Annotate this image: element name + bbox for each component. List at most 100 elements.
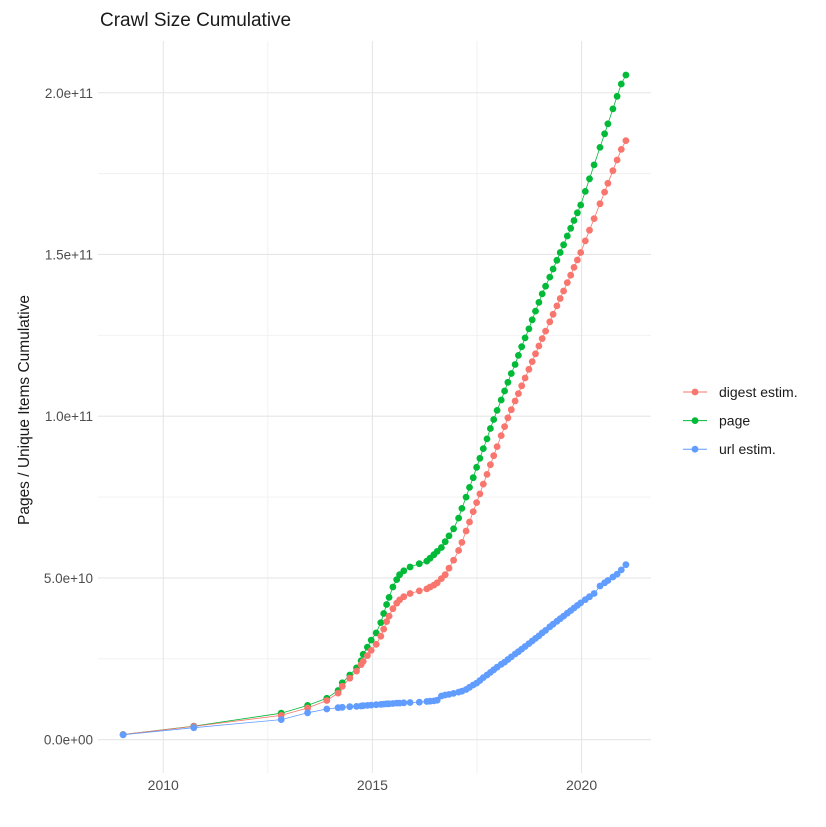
data-point bbox=[563, 279, 571, 286]
data-point bbox=[507, 406, 515, 414]
data-point bbox=[406, 563, 414, 571]
data-point bbox=[590, 215, 598, 223]
legend-key-dot bbox=[691, 445, 699, 453]
data-point bbox=[622, 137, 630, 145]
data-point bbox=[406, 699, 414, 706]
data-point bbox=[377, 632, 385, 640]
data-point bbox=[577, 201, 585, 209]
data-point bbox=[609, 167, 617, 175]
data-point bbox=[323, 697, 331, 704]
data-point bbox=[367, 647, 375, 654]
data-point bbox=[334, 689, 342, 697]
data-point bbox=[400, 699, 408, 707]
data-point bbox=[497, 432, 505, 439]
data-point bbox=[563, 232, 571, 240]
data-point bbox=[609, 105, 617, 113]
data-point bbox=[367, 701, 375, 709]
data-point bbox=[532, 350, 539, 358]
data-point bbox=[511, 361, 519, 368]
data-point bbox=[501, 423, 508, 430]
data-point bbox=[450, 556, 457, 564]
data-point bbox=[518, 343, 526, 351]
data-point bbox=[473, 499, 480, 506]
data-point bbox=[445, 532, 453, 540]
gridlines bbox=[98, 41, 651, 773]
data-point bbox=[466, 484, 473, 491]
data-point bbox=[438, 544, 445, 551]
data-point bbox=[604, 120, 612, 128]
data-point bbox=[487, 425, 494, 432]
data-point bbox=[415, 587, 423, 595]
data-point bbox=[346, 703, 354, 711]
data-point bbox=[590, 161, 598, 169]
data-point bbox=[567, 224, 575, 232]
data-point bbox=[613, 570, 621, 578]
legend-key-dot bbox=[691, 417, 699, 424]
data-point bbox=[323, 705, 331, 713]
x-tick-label: 2015 bbox=[357, 777, 388, 793]
legend-key-dot bbox=[691, 388, 699, 396]
data-point bbox=[466, 518, 473, 526]
data-point bbox=[613, 92, 621, 100]
data-point bbox=[483, 471, 491, 478]
data-point bbox=[617, 566, 625, 574]
data-point bbox=[479, 480, 487, 488]
data-point bbox=[487, 461, 494, 469]
data-point bbox=[542, 282, 549, 290]
data-point bbox=[469, 474, 477, 482]
data-point bbox=[501, 387, 508, 395]
data-point bbox=[389, 583, 397, 591]
data-point bbox=[445, 564, 453, 572]
data-point bbox=[304, 709, 311, 717]
data-point bbox=[455, 547, 462, 554]
data-point bbox=[450, 525, 457, 533]
data-point bbox=[567, 271, 575, 279]
data-point bbox=[622, 561, 630, 569]
series-url-estim bbox=[119, 561, 630, 739]
data-point bbox=[433, 579, 441, 587]
data-point bbox=[577, 249, 585, 256]
y-tick-label: 2.0e+11 bbox=[45, 86, 93, 101]
data-point bbox=[364, 652, 371, 659]
data-point bbox=[490, 416, 498, 423]
data-point bbox=[581, 188, 589, 195]
data-point bbox=[574, 256, 581, 264]
legend-item-url-estim: url estim. bbox=[683, 441, 776, 457]
y-tick-label: 0.0e+00 bbox=[44, 733, 93, 748]
data-point bbox=[553, 302, 561, 310]
data-series bbox=[119, 71, 630, 739]
data-point bbox=[601, 188, 608, 196]
data-point bbox=[455, 514, 462, 522]
data-point bbox=[119, 731, 127, 739]
data-point bbox=[538, 290, 546, 298]
data-point bbox=[504, 414, 512, 422]
data-point bbox=[556, 295, 564, 302]
data-point bbox=[617, 80, 625, 88]
data-point bbox=[415, 698, 423, 706]
data-point bbox=[617, 146, 625, 153]
y-tick-label: 1.0e+11 bbox=[45, 409, 93, 424]
data-point bbox=[528, 316, 536, 324]
data-point bbox=[542, 327, 549, 335]
data-point bbox=[383, 601, 390, 608]
data-point bbox=[493, 443, 501, 450]
data-point bbox=[462, 527, 470, 535]
data-point bbox=[549, 310, 557, 318]
data-point bbox=[528, 358, 536, 365]
data-point bbox=[538, 335, 546, 342]
chart-title: Crawl Size Cumulative bbox=[100, 10, 291, 31]
y-tick-label: 5.0e+10 bbox=[44, 571, 93, 586]
data-point bbox=[581, 237, 589, 245]
data-point bbox=[535, 299, 543, 306]
data-point bbox=[380, 625, 388, 633]
series-digest-estim bbox=[119, 137, 630, 738]
data-point bbox=[553, 256, 561, 264]
data-point bbox=[525, 365, 533, 373]
data-point bbox=[458, 539, 466, 546]
data-point bbox=[570, 217, 578, 224]
legend-label: url estim. bbox=[719, 441, 776, 457]
data-point bbox=[400, 593, 408, 601]
data-point bbox=[507, 370, 515, 377]
legend-item-page: page bbox=[683, 413, 750, 429]
data-point bbox=[372, 640, 380, 648]
